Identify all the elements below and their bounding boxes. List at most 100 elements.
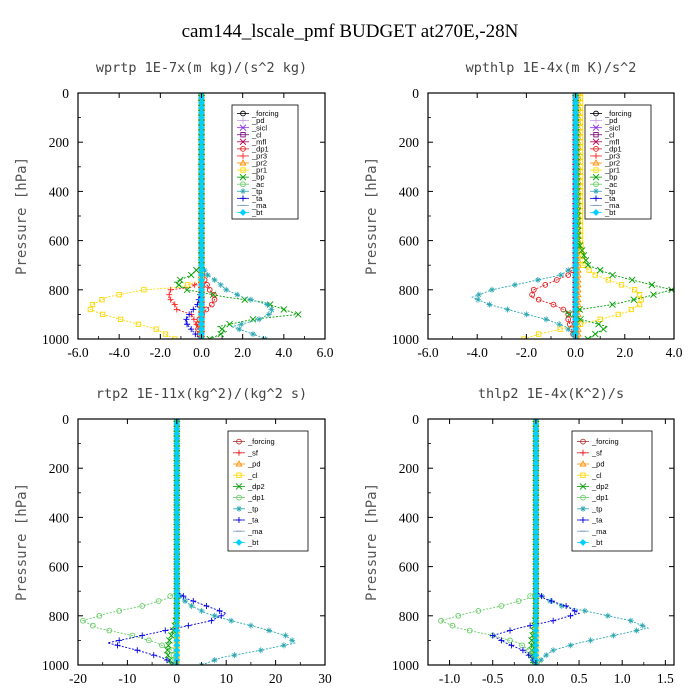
series-marker bbox=[576, 242, 584, 249]
x-tick-label: 0.0 bbox=[527, 671, 544, 686]
series-marker bbox=[579, 257, 586, 263]
legend-label: _tp bbox=[604, 187, 615, 196]
legend-label: _dp1 bbox=[251, 144, 269, 153]
series-marker bbox=[511, 281, 518, 288]
legend-label: _pd bbox=[604, 116, 618, 125]
series-marker bbox=[536, 331, 542, 337]
series-marker bbox=[567, 642, 574, 649]
series-marker bbox=[117, 316, 124, 322]
legend-label: _bp bbox=[251, 173, 265, 182]
y-tick-label: 200 bbox=[399, 461, 420, 476]
series-marker bbox=[557, 326, 563, 332]
series-marker bbox=[567, 321, 573, 328]
x-tick-label: -2.0 bbox=[516, 345, 538, 360]
series-bt bbox=[173, 419, 181, 665]
series-marker bbox=[134, 647, 141, 654]
legend-swatch-marker bbox=[239, 124, 247, 131]
series-marker bbox=[141, 287, 147, 293]
legend-label: _forcing bbox=[604, 109, 632, 118]
series-marker bbox=[188, 602, 195, 609]
series-marker bbox=[489, 632, 496, 639]
legend: _forcing _sf _pd _cl _dp2 _dp1 _tp _ta _ma _bt bbox=[571, 430, 653, 552]
series-marker bbox=[204, 272, 211, 279]
series-marker bbox=[282, 632, 289, 639]
y-tick-label: 400 bbox=[49, 510, 70, 525]
legend-label: _tp bbox=[591, 504, 602, 513]
series-marker bbox=[236, 326, 243, 333]
series-marker bbox=[168, 661, 176, 665]
series-marker bbox=[498, 603, 505, 609]
series-line bbox=[471, 93, 577, 339]
legend-box bbox=[227, 430, 309, 552]
y-tick-label: 1000 bbox=[392, 658, 419, 673]
legend-label: _pr1 bbox=[604, 166, 620, 175]
series-marker bbox=[266, 627, 273, 634]
series-marker bbox=[648, 281, 656, 289]
series-bt bbox=[198, 93, 205, 339]
series-marker bbox=[535, 296, 542, 303]
y-tick-label: 400 bbox=[399, 510, 420, 525]
legend-label: _tp bbox=[251, 187, 262, 196]
series-marker bbox=[114, 642, 121, 649]
series-marker bbox=[565, 272, 572, 278]
y-tick-label: 600 bbox=[399, 560, 420, 575]
legend-label: _pd bbox=[251, 116, 265, 125]
legend-label: _pd bbox=[591, 460, 605, 469]
series-group bbox=[87, 93, 302, 339]
series-marker bbox=[265, 311, 272, 318]
series-marker bbox=[139, 632, 146, 639]
legend-label: _ma bbox=[247, 527, 263, 536]
series-marker bbox=[180, 593, 187, 600]
series-marker bbox=[193, 266, 200, 274]
series-marker bbox=[565, 267, 572, 274]
legend-swatch-marker bbox=[236, 438, 242, 445]
figure-title: cam144_lscale_pmf BUDGET at270E,-28N bbox=[182, 21, 519, 42]
series-pr1 bbox=[87, 93, 205, 339]
legend-swatch-marker bbox=[580, 449, 586, 456]
series-marker bbox=[627, 617, 634, 624]
legend-label: _ac bbox=[251, 180, 264, 189]
series-marker bbox=[228, 617, 235, 624]
series-marker bbox=[166, 291, 173, 298]
series-line bbox=[184, 93, 202, 339]
series-marker bbox=[636, 292, 643, 298]
series-marker bbox=[650, 291, 657, 299]
legend-swatch-marker bbox=[593, 146, 599, 152]
legend-label: _ma bbox=[251, 201, 267, 210]
legend-swatch-marker bbox=[239, 138, 247, 146]
series-marker bbox=[630, 296, 638, 303]
series-marker bbox=[571, 607, 578, 614]
series-marker bbox=[173, 306, 180, 313]
legend-label: _cl bbox=[591, 471, 602, 480]
series-marker bbox=[175, 281, 183, 289]
series-marker bbox=[475, 608, 482, 614]
legend-swatch-marker bbox=[592, 173, 600, 181]
series-marker bbox=[171, 301, 178, 308]
legend-label: _sicl bbox=[604, 123, 620, 132]
series-marker bbox=[183, 316, 190, 323]
series-marker bbox=[582, 256, 590, 264]
series-marker bbox=[238, 321, 245, 328]
legend-swatch-marker bbox=[593, 181, 599, 188]
legend-swatch-marker bbox=[235, 460, 243, 467]
legend-label: _mfl bbox=[251, 137, 267, 146]
legend-label: _sf bbox=[247, 448, 259, 457]
series-marker bbox=[587, 637, 594, 644]
legend-swatch-marker bbox=[579, 483, 587, 490]
x-tick-label: -4.0 bbox=[467, 345, 489, 360]
series-marker bbox=[203, 602, 210, 609]
legend-swatch-marker bbox=[580, 472, 586, 478]
series-marker bbox=[135, 321, 142, 327]
series-marker bbox=[526, 647, 532, 654]
x-tick-label: 0 bbox=[173, 671, 180, 686]
legend-swatch-marker bbox=[239, 173, 247, 181]
x-tick-label: -1.0 bbox=[439, 671, 461, 686]
panel-title: wprtp 1E-7x(m kg)/(s^2 kg) bbox=[96, 60, 307, 76]
series-marker bbox=[631, 287, 638, 293]
series-marker bbox=[565, 311, 573, 318]
series-marker bbox=[584, 335, 592, 339]
series-line bbox=[201, 93, 275, 339]
series-marker bbox=[475, 296, 482, 303]
series-marker bbox=[609, 271, 616, 279]
legend-label: _bt bbox=[591, 538, 603, 547]
